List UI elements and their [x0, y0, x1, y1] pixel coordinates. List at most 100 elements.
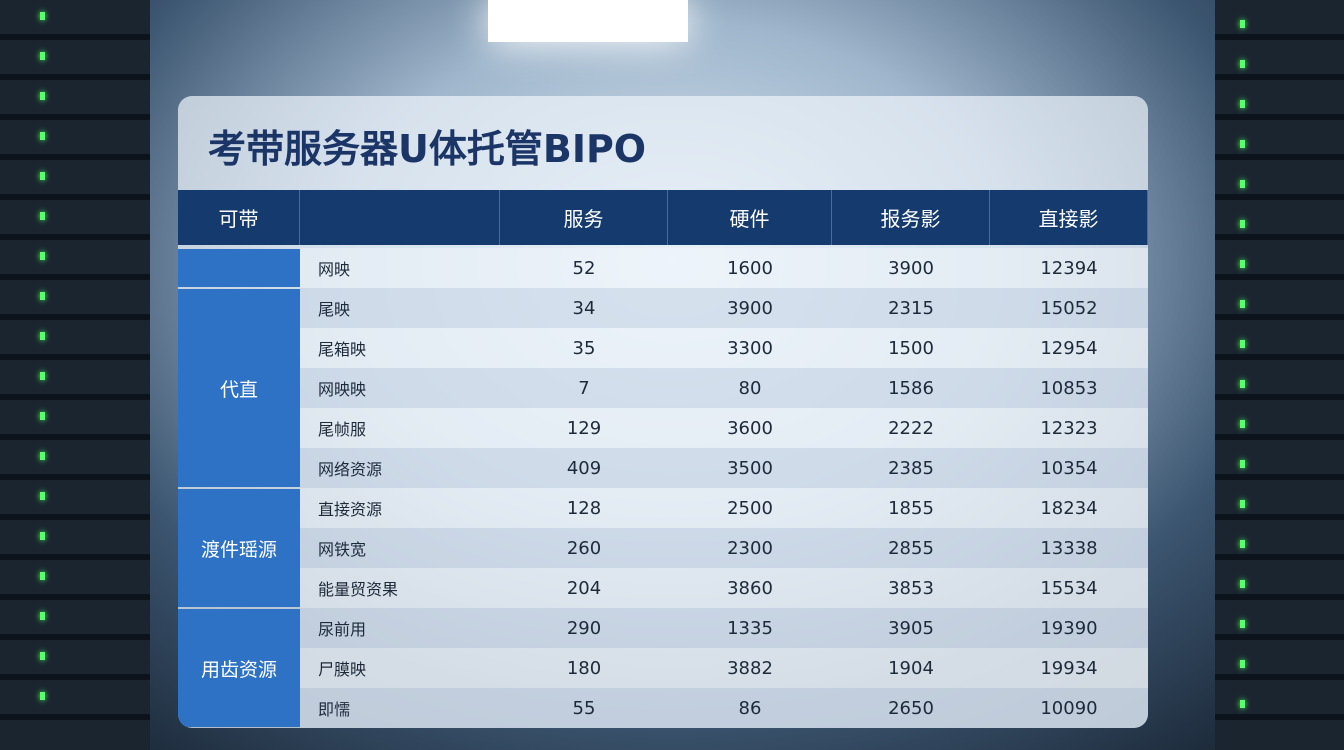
led — [40, 612, 45, 620]
table-cell: 2222 — [832, 408, 990, 448]
led — [1240, 100, 1245, 108]
row-name: 网映映 — [300, 368, 500, 408]
column-header: 报务影 — [832, 190, 990, 245]
row-name: 即懦 — [300, 688, 500, 728]
table-cell: 3853 — [832, 568, 990, 608]
row-name: 直接资源 — [300, 488, 500, 528]
table-cell: 2855 — [832, 528, 990, 568]
table-cell: 15052 — [990, 288, 1148, 328]
led — [1240, 580, 1245, 588]
table-cell: 3900 — [668, 288, 832, 328]
table-cell: 1904 — [832, 648, 990, 688]
table-panel: 考带服务器U体托管BIPO 可带 服务 硬件 报务影 直接影 网映 52 1600 3900 12… — [178, 96, 1148, 728]
led — [40, 372, 45, 380]
row-name: 网映 — [300, 248, 500, 288]
row-name: 能量贸资果 — [300, 568, 500, 608]
table-cell: 3600 — [668, 408, 832, 448]
table-cell: 10853 — [990, 368, 1148, 408]
led — [40, 252, 45, 260]
led — [40, 692, 45, 700]
table-cell: 204 — [500, 568, 668, 608]
table-cell: 409 — [500, 448, 668, 488]
table-cell: 15534 — [990, 568, 1148, 608]
table-cell: 34 — [500, 288, 668, 328]
group-label: 渡件瑶源 — [178, 489, 300, 607]
led — [1240, 620, 1245, 628]
table-cell: 3860 — [668, 568, 832, 608]
row-name: 尾映 — [300, 288, 500, 328]
led — [1240, 660, 1245, 668]
ceiling-light — [488, 0, 688, 42]
table-cell: 2500 — [668, 488, 832, 528]
row-name: 尿前用 — [300, 608, 500, 648]
title: 考带服务器U体托管BIPO — [208, 127, 647, 171]
table-cell: 1500 — [832, 328, 990, 368]
row-name: 尾箱映 — [300, 328, 500, 368]
table-cell: 7 — [500, 368, 668, 408]
led — [40, 652, 45, 660]
table-cell: 2300 — [668, 528, 832, 568]
table-cell: 2650 — [832, 688, 990, 728]
column-header: 硬件 — [668, 190, 832, 245]
table-cell: 2315 — [832, 288, 990, 328]
group-label: 用齿资源 — [178, 609, 300, 727]
table-cell: 13338 — [990, 528, 1148, 568]
row-name: 尸膜映 — [300, 648, 500, 688]
table-cell: 19390 — [990, 608, 1148, 648]
group-label — [178, 249, 300, 287]
table-cell: 80 — [668, 368, 832, 408]
led — [40, 292, 45, 300]
table-cell: 3300 — [668, 328, 832, 368]
column-header — [300, 190, 500, 245]
table-cell: 52 — [500, 248, 668, 288]
table-cell: 3882 — [668, 648, 832, 688]
led — [1240, 700, 1245, 708]
table-cell: 3500 — [668, 448, 832, 488]
led — [1240, 340, 1245, 348]
table-cell: 1855 — [832, 488, 990, 528]
table-cell: 290 — [500, 608, 668, 648]
led — [1240, 300, 1245, 308]
table-cell: 2385 — [832, 448, 990, 488]
column-header: 可带 — [178, 190, 300, 245]
table-cell: 35 — [500, 328, 668, 368]
row-name: 网铁宽 — [300, 528, 500, 568]
led — [40, 212, 45, 220]
led — [40, 532, 45, 540]
table-cell: 12323 — [990, 408, 1148, 448]
led — [1240, 500, 1245, 508]
table-cell: 12954 — [990, 328, 1148, 368]
group-label: 代直 — [178, 289, 300, 487]
led — [1240, 460, 1245, 468]
led — [40, 132, 45, 140]
led — [1240, 220, 1245, 228]
led — [1240, 420, 1245, 428]
led — [1240, 20, 1245, 28]
table-cell: 180 — [500, 648, 668, 688]
led — [1240, 380, 1245, 388]
table-cell: 1600 — [668, 248, 832, 288]
led — [1240, 180, 1245, 188]
table-cell: 10354 — [990, 448, 1148, 488]
table-cell: 12394 — [990, 248, 1148, 288]
column-header: 服务 — [500, 190, 668, 245]
server-rack — [1215, 0, 1344, 750]
led — [1240, 260, 1245, 268]
table-cell: 55 — [500, 688, 668, 728]
table-cell: 86 — [668, 688, 832, 728]
led — [40, 92, 45, 100]
row-name: 网络资源 — [300, 448, 500, 488]
led — [40, 412, 45, 420]
table-cell: 3905 — [832, 608, 990, 648]
table-cell: 128 — [500, 488, 668, 528]
led — [40, 572, 45, 580]
led — [40, 12, 45, 20]
row-name: 尾帧服 — [300, 408, 500, 448]
led — [1240, 140, 1245, 148]
column-header: 直接影 — [990, 190, 1148, 245]
led — [40, 172, 45, 180]
table-cell: 1586 — [832, 368, 990, 408]
table-cell: 3900 — [832, 248, 990, 288]
led — [40, 492, 45, 500]
